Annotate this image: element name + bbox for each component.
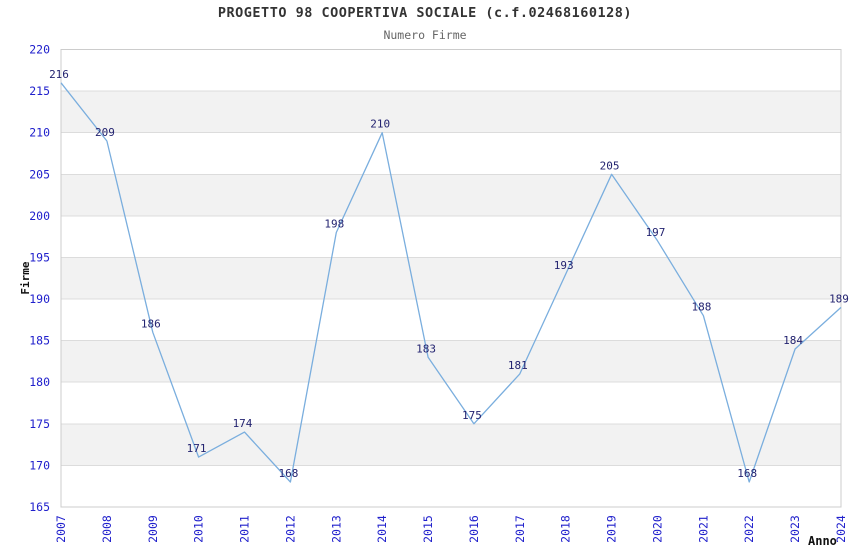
data-point-label: 188 <box>691 301 711 314</box>
data-point-label: 184 <box>783 334 803 347</box>
data-point-label: 183 <box>416 342 436 355</box>
data-point-label: 168 <box>278 467 298 480</box>
data-point-label: 186 <box>141 317 161 330</box>
data-point-label: 210 <box>370 118 390 131</box>
x-tick-label: 2015 <box>421 515 435 543</box>
data-point-label: 193 <box>554 259 574 272</box>
x-tick-label: 2022 <box>742 515 756 543</box>
data-point-label: 181 <box>508 359 528 372</box>
chart-subtitle: Numero Firme <box>383 28 467 42</box>
grid-band <box>61 174 841 216</box>
x-tick-label: 2013 <box>329 515 343 543</box>
y-tick-label: 210 <box>29 126 50 140</box>
data-point-label: 216 <box>49 68 69 81</box>
x-tick-label: 2007 <box>54 515 68 543</box>
x-tick-label: 2021 <box>696 515 710 543</box>
chart-title: PROGETTO 98 COOPERTIVA SOCIALE (c.f.0246… <box>217 5 633 21</box>
data-point-label: 168 <box>737 467 757 480</box>
data-point-label: 175 <box>462 409 482 422</box>
x-tick-label: 2016 <box>467 515 481 543</box>
y-tick-label: 220 <box>29 43 50 57</box>
y-tick-label: 180 <box>29 375 50 389</box>
data-point-label: 189 <box>829 292 849 305</box>
x-tick-label: 2010 <box>192 515 206 543</box>
y-tick-label: 195 <box>29 251 50 265</box>
y-tick-label: 215 <box>29 84 50 98</box>
x-axis-title: Anno <box>808 534 837 548</box>
y-tick-label: 200 <box>29 209 50 223</box>
data-point-label: 171 <box>187 442 207 455</box>
x-tick-label: 2009 <box>146 515 160 543</box>
data-point-label: 205 <box>600 159 620 172</box>
x-tick-label: 2012 <box>283 515 297 543</box>
grid-band <box>61 340 841 383</box>
x-tick-label: 2008 <box>100 515 114 543</box>
y-tick-label: 165 <box>29 500 50 514</box>
y-tick-label: 170 <box>29 458 50 472</box>
data-point-label: 174 <box>233 417 253 430</box>
grid-band <box>61 423 841 466</box>
x-tick-label: 2023 <box>788 515 802 543</box>
y-tick-label: 185 <box>29 334 50 348</box>
plot-frame <box>60 49 842 508</box>
data-point-label: 197 <box>646 226 666 239</box>
x-tick-label: 2019 <box>605 515 619 543</box>
data-point-label: 209 <box>95 126 115 139</box>
x-tick-label: 2011 <box>238 515 252 543</box>
x-tick-label: 2020 <box>651 515 665 543</box>
y-axis-title: Firme <box>19 261 32 295</box>
data-point-label: 198 <box>324 218 344 231</box>
grid-band <box>61 91 841 133</box>
series-line <box>60 82 842 483</box>
grid-band <box>61 257 841 300</box>
x-tick-label: 2018 <box>559 515 573 543</box>
y-tick-label: 190 <box>29 292 50 306</box>
x-tick-label: 2024 <box>834 515 848 543</box>
x-tick-label: 2017 <box>513 515 527 543</box>
x-tick-label: 2014 <box>375 515 389 543</box>
y-tick-label: 205 <box>29 167 50 181</box>
y-tick-label: 175 <box>29 417 50 431</box>
